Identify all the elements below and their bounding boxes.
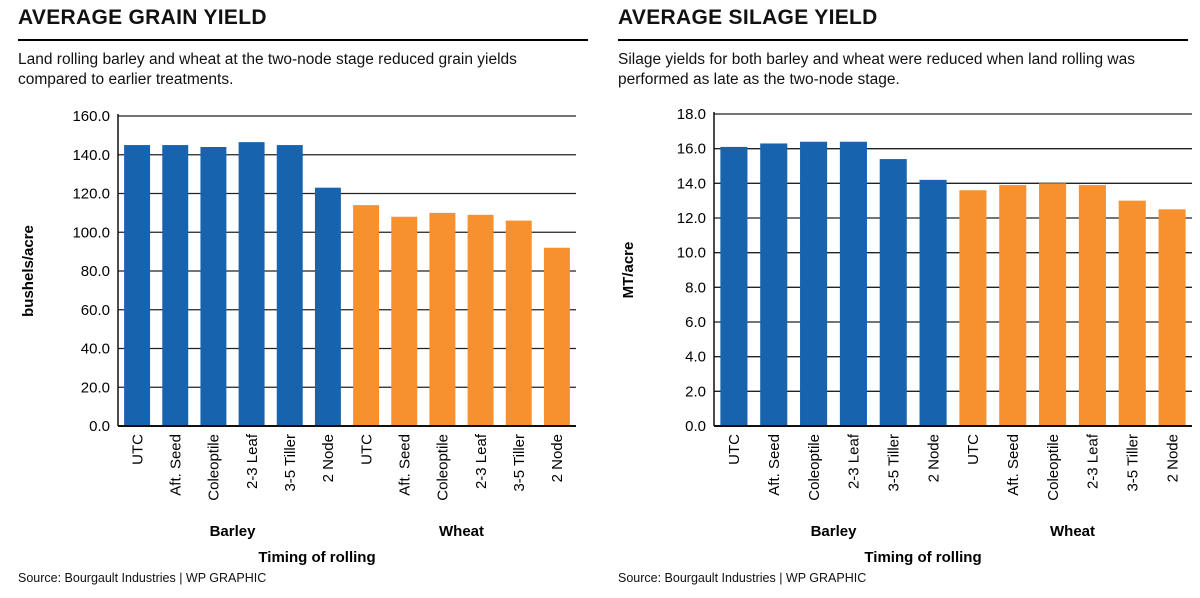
x-tick-label: 3-5 Tiller (1125, 434, 1142, 492)
x-axis-title: Timing of rolling (258, 549, 375, 566)
y-tick-label: 140.0 (72, 147, 110, 164)
group-label: Wheat (439, 523, 484, 540)
bar (720, 146, 748, 426)
bar (999, 185, 1027, 426)
bar (1039, 183, 1067, 426)
y-tick-label: 12.0 (677, 210, 706, 227)
x-tick-label: UTC (358, 434, 375, 465)
bar (879, 159, 907, 427)
y-tick-label: 60.0 (81, 302, 110, 319)
y-axis-title: bushels/acre (20, 225, 37, 317)
group-label: Wheat (1050, 523, 1095, 540)
silage-yield-chart: 0.0 2.0 4.0 6.0 8.0 10.0 12.0 14.0 16.0 18.0 UTC Af… (620, 106, 1192, 566)
x-tick-label: 2-3 Leaf (473, 433, 490, 489)
bar (1118, 200, 1146, 426)
source-credit: Source: Bourgault Industries | WP GRAPHI… (18, 571, 267, 585)
bar (760, 143, 788, 426)
y-axis-title: MT/acre (620, 242, 637, 299)
bar (124, 145, 151, 426)
chart-subtitle: Silage yields for both barley and wheat … (618, 51, 1135, 88)
x-tick-label: 2-3 Leaf (244, 433, 261, 489)
x-tick-label: Aft. Seed (766, 434, 783, 496)
silage-yield-panel: AVERAGE SILAGE YIELD Silage yields for b… (618, 0, 1198, 598)
bar (959, 190, 987, 426)
y-tick-label: 8.0 (685, 279, 706, 296)
x-tick-label: Coleoptile (206, 434, 223, 501)
bar (1078, 185, 1106, 426)
bar (543, 247, 570, 426)
x-tick-label: 2 Node (925, 434, 942, 482)
x-tick-label: Coleoptile (1045, 434, 1062, 501)
x-axis-title: Timing of rolling (864, 549, 981, 566)
x-tick-label: UTC (965, 434, 982, 465)
title-rule (18, 39, 588, 41)
bar (429, 212, 456, 426)
bar (839, 141, 867, 426)
bar (200, 147, 227, 426)
bar (800, 141, 828, 426)
y-tick-label: 6.0 (685, 314, 706, 331)
x-tick-label: Aft. Seed (168, 434, 185, 496)
x-tick-label: 2 Node (549, 434, 566, 482)
y-tick-label: 16.0 (677, 141, 706, 158)
bar (353, 205, 380, 426)
x-tick-label: 3-5 Tiller (886, 434, 903, 492)
bar (162, 145, 189, 426)
x-tick-label: Coleoptile (435, 434, 452, 501)
y-tick-label: 18.0 (677, 106, 706, 123)
y-tick-label: 20.0 (81, 379, 110, 396)
x-tick-label: 2-3 Leaf (1085, 433, 1102, 489)
chart-title: AVERAGE SILAGE YIELD (618, 6, 878, 29)
bar (467, 214, 494, 426)
x-tick-label: Aft. Seed (397, 434, 414, 496)
bar (314, 187, 341, 426)
group-label: Barley (811, 523, 858, 540)
y-tick-label: 40.0 (81, 341, 110, 358)
bar (919, 179, 947, 426)
y-tick-label: 120.0 (72, 186, 110, 203)
bar (238, 142, 265, 426)
x-tick-label: 2 Node (1164, 434, 1181, 482)
y-tick-label: 0.0 (89, 418, 110, 435)
x-tick-label: 2 Node (320, 434, 337, 482)
y-tick-label: 14.0 (677, 175, 706, 192)
y-tick-label: 100.0 (72, 224, 110, 241)
x-tick-label: Coleoptile (806, 434, 823, 501)
x-tick-label: 3-5 Tiller (511, 434, 528, 492)
title-rule (618, 39, 1188, 41)
y-tick-label: 160.0 (72, 108, 110, 125)
x-tick-label: Aft. Seed (1005, 434, 1022, 496)
y-tick-label: 10.0 (677, 245, 706, 262)
y-tick-label: 2.0 (685, 383, 706, 400)
y-tick-label: 4.0 (685, 349, 706, 366)
group-label: Barley (210, 523, 257, 540)
x-tick-label: UTC (726, 434, 743, 465)
x-tick-label: 2-3 Leaf (846, 433, 863, 489)
y-tick-label: 0.0 (685, 418, 706, 435)
chart-title: AVERAGE GRAIN YIELD (18, 6, 267, 29)
source-credit: Source: Bourgault Industries | WP GRAPHI… (618, 571, 867, 585)
bar (1158, 209, 1186, 426)
bar (276, 145, 303, 426)
x-tick-label: 3-5 Tiller (282, 434, 299, 492)
grain-yield-panel: AVERAGE GRAIN YIELD Land rolling barley … (18, 0, 598, 598)
bar (391, 216, 418, 426)
chart-subtitle: Land rolling barley and wheat at the two… (18, 51, 517, 88)
bar (505, 220, 532, 426)
grain-yield-chart: 0.0 20.0 40.0 60.0 80.0 100.0 120.0 140.0 160.0 U… (20, 108, 576, 566)
y-tick-label: 80.0 (81, 263, 110, 280)
x-tick-label: UTC (129, 434, 146, 465)
